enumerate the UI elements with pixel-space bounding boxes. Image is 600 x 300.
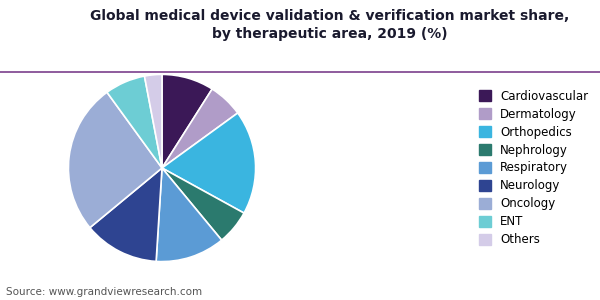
Wedge shape [162,89,238,168]
Wedge shape [68,92,162,228]
Wedge shape [162,113,256,213]
Legend: Cardiovascular, Dermatology, Orthopedics, Nephrology, Respiratory, Neurology, On: Cardiovascular, Dermatology, Orthopedics… [479,90,588,246]
Wedge shape [156,168,221,262]
Text: Source: www.grandviewresearch.com: Source: www.grandviewresearch.com [6,287,202,297]
Wedge shape [162,168,244,240]
Wedge shape [145,74,162,168]
Text: Global medical device validation & verification market share,
by therapeutic are: Global medical device validation & verif… [91,9,569,41]
Wedge shape [90,168,162,261]
Wedge shape [107,76,162,168]
Wedge shape [162,74,212,168]
